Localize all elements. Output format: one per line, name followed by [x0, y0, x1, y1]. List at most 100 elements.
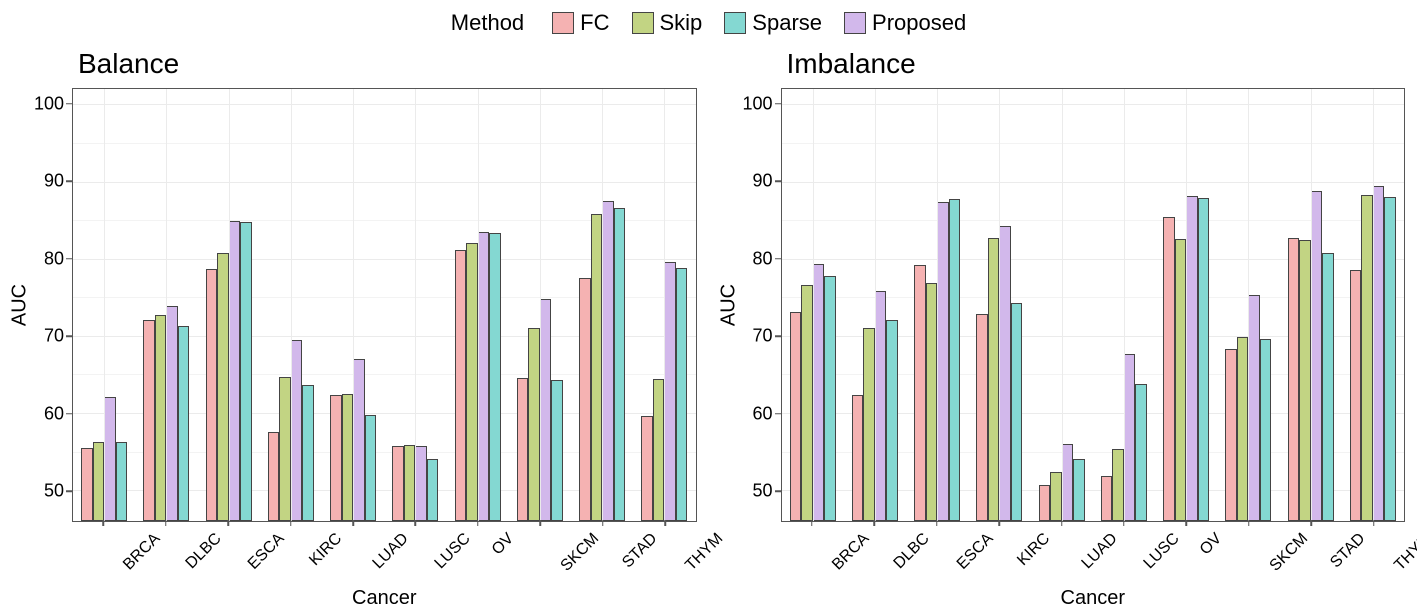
x-tick-mark: [477, 520, 479, 526]
bar-sparse: [886, 320, 898, 521]
bar-sparse: [302, 385, 314, 521]
plot-area: [781, 88, 1406, 522]
y-tick-label: 80: [24, 248, 64, 269]
gridline-v: [602, 89, 603, 521]
bar-fc: [852, 395, 864, 521]
bar-proposed: [415, 446, 427, 521]
x-tick-label: LUSC: [432, 530, 475, 573]
x-tick-mark: [811, 520, 813, 526]
x-tick-label: KIRC: [306, 530, 346, 570]
bar-proposed: [1062, 444, 1074, 521]
bar-proposed: [813, 264, 825, 521]
bar-sparse: [1322, 253, 1334, 521]
bar-fc: [1163, 217, 1175, 521]
x-tick-label: SKCM: [558, 530, 603, 575]
bar-proposed: [1373, 186, 1385, 521]
figure-root: Method FCSkipSparseProposed BalanceAUC50…: [0, 0, 1417, 614]
bar-proposed: [664, 262, 676, 521]
bar-skip: [279, 377, 291, 521]
legend-swatch-sparse: [724, 12, 746, 34]
x-tick-mark: [290, 520, 292, 526]
legend-swatch-skip: [632, 12, 654, 34]
bar-proposed: [602, 201, 614, 521]
panel-balance: BalanceAUC5060708090100BRCADLBCESCAKIRCL…: [0, 44, 709, 614]
bar-skip: [1112, 449, 1124, 522]
bar-fc: [392, 446, 404, 521]
bar-proposed: [1311, 191, 1323, 521]
y-tick-label: 90: [733, 171, 773, 192]
bar-fc: [976, 314, 988, 521]
gridline-v: [813, 89, 814, 521]
gridline-v: [999, 89, 1000, 521]
gridline-v: [291, 89, 292, 521]
legend-item-fc: FC: [552, 10, 609, 36]
x-tick-label: STAD: [1327, 530, 1369, 572]
x-axis: BRCADLBCESCAKIRCLUADLUSCOVSKCMSTADTHYMCa…: [72, 522, 697, 614]
x-tick-label: LUAD: [370, 530, 413, 573]
x-tick-mark: [602, 520, 604, 526]
legend-label: Proposed: [872, 10, 966, 36]
bar-proposed: [1186, 196, 1198, 521]
x-tick-label: BRCA: [120, 530, 164, 574]
x-tick-mark: [102, 520, 104, 526]
bar-sparse: [676, 268, 688, 521]
bar-sparse: [551, 380, 563, 521]
bar-skip: [863, 328, 875, 521]
x-axis-title: Cancer: [1061, 587, 1125, 610]
panel-imbalance: ImbalanceAUC5060708090100BRCADLBCESCAKIR…: [709, 44, 1417, 614]
bar-skip: [342, 394, 354, 521]
bar-sparse: [1011, 303, 1023, 521]
bar-sparse: [178, 326, 190, 521]
x-tick-mark: [665, 520, 667, 526]
bar-sparse: [1260, 339, 1272, 521]
gridline-v: [1248, 89, 1249, 521]
bar-skip: [926, 283, 938, 521]
gridline-v: [166, 89, 167, 521]
y-tick-label: 90: [24, 171, 64, 192]
x-axis: BRCADLBCESCAKIRCLUADLUSCOVSKCMSTADTHYMCa…: [781, 522, 1406, 614]
bar-sparse: [614, 208, 626, 521]
bar-skip: [1299, 240, 1311, 521]
legend-item-proposed: Proposed: [844, 10, 966, 36]
bar-skip: [988, 238, 1000, 521]
bar-proposed: [104, 397, 116, 521]
bar-skip: [1175, 239, 1187, 521]
bar-proposed: [166, 306, 178, 521]
x-tick-mark: [1311, 520, 1313, 526]
x-tick-label: THYM: [1391, 530, 1417, 575]
bar-proposed: [1248, 295, 1260, 521]
y-tick-label: 60: [24, 403, 64, 424]
bar-fc: [81, 448, 93, 521]
gridline-v: [415, 89, 416, 521]
x-tick-mark: [998, 520, 1000, 526]
x-tick-mark: [873, 520, 875, 526]
panel-title: Balance: [10, 44, 699, 82]
x-tick-mark: [352, 520, 354, 526]
bar-sparse: [240, 222, 252, 521]
legend-item-sparse: Sparse: [724, 10, 822, 36]
bar-sparse: [949, 199, 961, 521]
x-tick-mark: [936, 520, 938, 526]
gridline-v: [229, 89, 230, 521]
gridline-v: [353, 89, 354, 521]
bar-skip: [466, 243, 478, 521]
legend-item-skip: Skip: [632, 10, 703, 36]
bar-fc: [914, 265, 926, 521]
y-tick-label: 50: [733, 481, 773, 502]
bar-fc: [1350, 270, 1362, 521]
plot-inner: [72, 88, 697, 522]
panel-title: Imbalance: [719, 44, 1408, 82]
bar-skip: [404, 445, 416, 521]
bar-proposed: [875, 291, 887, 521]
gridline-v: [478, 89, 479, 521]
x-tick-label: ESCA: [953, 530, 997, 574]
plot-area: [72, 88, 697, 522]
bar-fc: [1288, 238, 1300, 521]
bar-skip: [1361, 195, 1373, 521]
x-tick-label: BRCA: [829, 530, 873, 574]
bar-skip: [93, 442, 105, 521]
x-tick-label: OV: [489, 530, 518, 559]
gridline-v: [1124, 89, 1125, 521]
y-axis-title: AUC: [9, 284, 32, 326]
y-axis: 5060708090100: [747, 88, 779, 522]
